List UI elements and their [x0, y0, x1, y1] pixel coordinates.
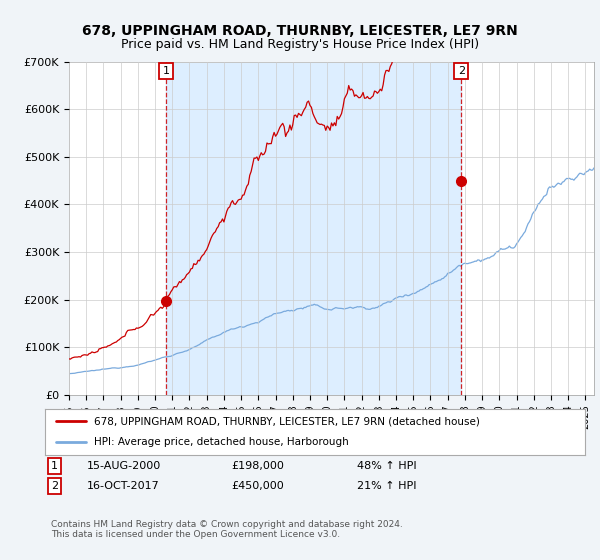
Text: 1: 1 — [51, 461, 58, 471]
Text: 16-OCT-2017: 16-OCT-2017 — [87, 481, 160, 491]
Text: 15-AUG-2000: 15-AUG-2000 — [87, 461, 161, 471]
Text: 678, UPPINGHAM ROAD, THURNBY, LEICESTER, LE7 9RN (detached house): 678, UPPINGHAM ROAD, THURNBY, LEICESTER,… — [94, 416, 479, 426]
Text: £450,000: £450,000 — [231, 481, 284, 491]
Text: 678, UPPINGHAM ROAD, THURNBY, LEICESTER, LE7 9RN: 678, UPPINGHAM ROAD, THURNBY, LEICESTER,… — [82, 24, 518, 38]
Text: 1: 1 — [163, 66, 169, 76]
Text: 2: 2 — [51, 481, 58, 491]
Text: 48% ↑ HPI: 48% ↑ HPI — [357, 461, 416, 471]
Text: £198,000: £198,000 — [231, 461, 284, 471]
Bar — [166, 62, 461, 395]
Text: Contains HM Land Registry data © Crown copyright and database right 2024.
This d: Contains HM Land Registry data © Crown c… — [51, 520, 403, 539]
Text: 2: 2 — [458, 66, 465, 76]
Text: 21% ↑ HPI: 21% ↑ HPI — [357, 481, 416, 491]
Text: Price paid vs. HM Land Registry's House Price Index (HPI): Price paid vs. HM Land Registry's House … — [121, 38, 479, 51]
Text: HPI: Average price, detached house, Harborough: HPI: Average price, detached house, Harb… — [94, 437, 349, 447]
